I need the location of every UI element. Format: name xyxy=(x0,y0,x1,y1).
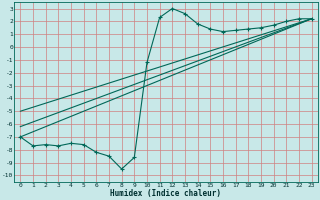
X-axis label: Humidex (Indice chaleur): Humidex (Indice chaleur) xyxy=(110,189,221,198)
